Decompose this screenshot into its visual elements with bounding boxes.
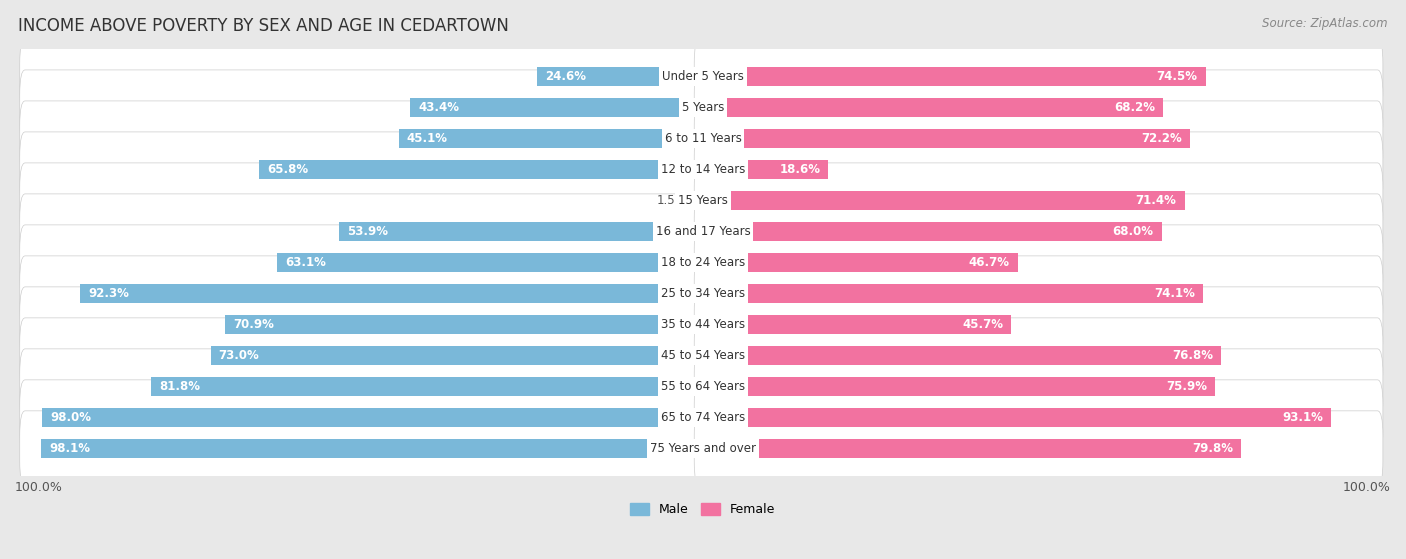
FancyBboxPatch shape <box>695 132 1384 207</box>
Bar <box>399 129 703 148</box>
Bar <box>339 222 703 241</box>
FancyBboxPatch shape <box>20 39 709 114</box>
Bar <box>703 408 1331 427</box>
Text: 1.5%: 1.5% <box>657 194 686 207</box>
Text: 55 to 64 Years: 55 to 64 Years <box>661 380 745 393</box>
Text: 93.1%: 93.1% <box>1282 411 1323 424</box>
Text: 72.2%: 72.2% <box>1142 132 1182 145</box>
Text: 73.0%: 73.0% <box>219 349 260 362</box>
Bar <box>277 253 703 272</box>
Text: 6 to 11 Years: 6 to 11 Years <box>665 132 741 145</box>
Bar <box>703 315 1011 334</box>
FancyBboxPatch shape <box>20 349 709 424</box>
Text: 63.1%: 63.1% <box>285 256 326 269</box>
Bar <box>41 439 703 458</box>
FancyBboxPatch shape <box>20 318 709 393</box>
FancyBboxPatch shape <box>20 256 709 331</box>
Text: 45.1%: 45.1% <box>406 132 449 145</box>
Text: 92.3%: 92.3% <box>89 287 129 300</box>
Text: 18 to 24 Years: 18 to 24 Years <box>661 256 745 269</box>
Text: 45.7%: 45.7% <box>962 318 1002 331</box>
Bar <box>703 439 1241 458</box>
Text: 98.1%: 98.1% <box>49 442 90 455</box>
FancyBboxPatch shape <box>20 163 709 238</box>
Bar <box>703 346 1220 365</box>
Text: 98.0%: 98.0% <box>51 411 91 424</box>
FancyBboxPatch shape <box>695 411 1384 486</box>
FancyBboxPatch shape <box>695 194 1384 269</box>
Bar <box>411 98 703 117</box>
Bar <box>703 253 1018 272</box>
Text: 24.6%: 24.6% <box>546 70 586 83</box>
Text: 100.0%: 100.0% <box>1343 481 1391 494</box>
Text: 5 Years: 5 Years <box>682 101 724 114</box>
Bar <box>703 98 1163 117</box>
Bar <box>211 346 703 365</box>
Text: Under 5 Years: Under 5 Years <box>662 70 744 83</box>
Bar <box>537 67 703 86</box>
Text: 35 to 44 Years: 35 to 44 Years <box>661 318 745 331</box>
FancyBboxPatch shape <box>20 380 709 455</box>
Bar <box>703 160 828 179</box>
Bar <box>259 160 703 179</box>
Text: 68.2%: 68.2% <box>1114 101 1154 114</box>
FancyBboxPatch shape <box>695 225 1384 300</box>
FancyBboxPatch shape <box>20 70 709 145</box>
Text: 25 to 34 Years: 25 to 34 Years <box>661 287 745 300</box>
Text: 65.8%: 65.8% <box>267 163 308 176</box>
Bar <box>225 315 703 334</box>
Text: INCOME ABOVE POVERTY BY SEX AND AGE IN CEDARTOWN: INCOME ABOVE POVERTY BY SEX AND AGE IN C… <box>18 17 509 35</box>
FancyBboxPatch shape <box>695 39 1384 114</box>
Bar <box>703 67 1205 86</box>
FancyBboxPatch shape <box>695 380 1384 455</box>
Text: 79.8%: 79.8% <box>1192 442 1233 455</box>
Text: 12 to 14 Years: 12 to 14 Years <box>661 163 745 176</box>
FancyBboxPatch shape <box>695 318 1384 393</box>
Text: 16 and 17 Years: 16 and 17 Years <box>655 225 751 238</box>
Bar <box>703 222 1161 241</box>
Text: 45 to 54 Years: 45 to 54 Years <box>661 349 745 362</box>
Text: 15 Years: 15 Years <box>678 194 728 207</box>
Bar <box>42 408 703 427</box>
FancyBboxPatch shape <box>695 349 1384 424</box>
Text: 75 Years and over: 75 Years and over <box>650 442 756 455</box>
Text: 18.6%: 18.6% <box>779 163 820 176</box>
FancyBboxPatch shape <box>695 163 1384 238</box>
Text: 70.9%: 70.9% <box>233 318 274 331</box>
Text: 65 to 74 Years: 65 to 74 Years <box>661 411 745 424</box>
Text: 75.9%: 75.9% <box>1166 380 1206 393</box>
Text: 46.7%: 46.7% <box>969 256 1010 269</box>
FancyBboxPatch shape <box>20 287 709 362</box>
FancyBboxPatch shape <box>695 256 1384 331</box>
Legend: Male, Female: Male, Female <box>626 498 780 522</box>
Text: 43.4%: 43.4% <box>419 101 460 114</box>
Text: 76.8%: 76.8% <box>1173 349 1213 362</box>
Bar <box>703 129 1189 148</box>
FancyBboxPatch shape <box>20 194 709 269</box>
Text: 53.9%: 53.9% <box>347 225 388 238</box>
Text: 74.1%: 74.1% <box>1154 287 1195 300</box>
Text: 68.0%: 68.0% <box>1112 225 1153 238</box>
FancyBboxPatch shape <box>695 70 1384 145</box>
FancyBboxPatch shape <box>20 225 709 300</box>
Bar <box>152 377 703 396</box>
Bar <box>693 191 703 210</box>
Bar <box>80 284 703 303</box>
FancyBboxPatch shape <box>20 132 709 207</box>
Text: 71.4%: 71.4% <box>1136 194 1177 207</box>
Text: 81.8%: 81.8% <box>159 380 200 393</box>
FancyBboxPatch shape <box>695 101 1384 176</box>
FancyBboxPatch shape <box>20 101 709 176</box>
Bar <box>703 191 1185 210</box>
FancyBboxPatch shape <box>695 287 1384 362</box>
Text: 74.5%: 74.5% <box>1156 70 1198 83</box>
Text: Source: ZipAtlas.com: Source: ZipAtlas.com <box>1263 17 1388 30</box>
Bar <box>703 284 1202 303</box>
Bar <box>703 377 1215 396</box>
FancyBboxPatch shape <box>20 411 709 486</box>
Text: 100.0%: 100.0% <box>15 481 63 494</box>
